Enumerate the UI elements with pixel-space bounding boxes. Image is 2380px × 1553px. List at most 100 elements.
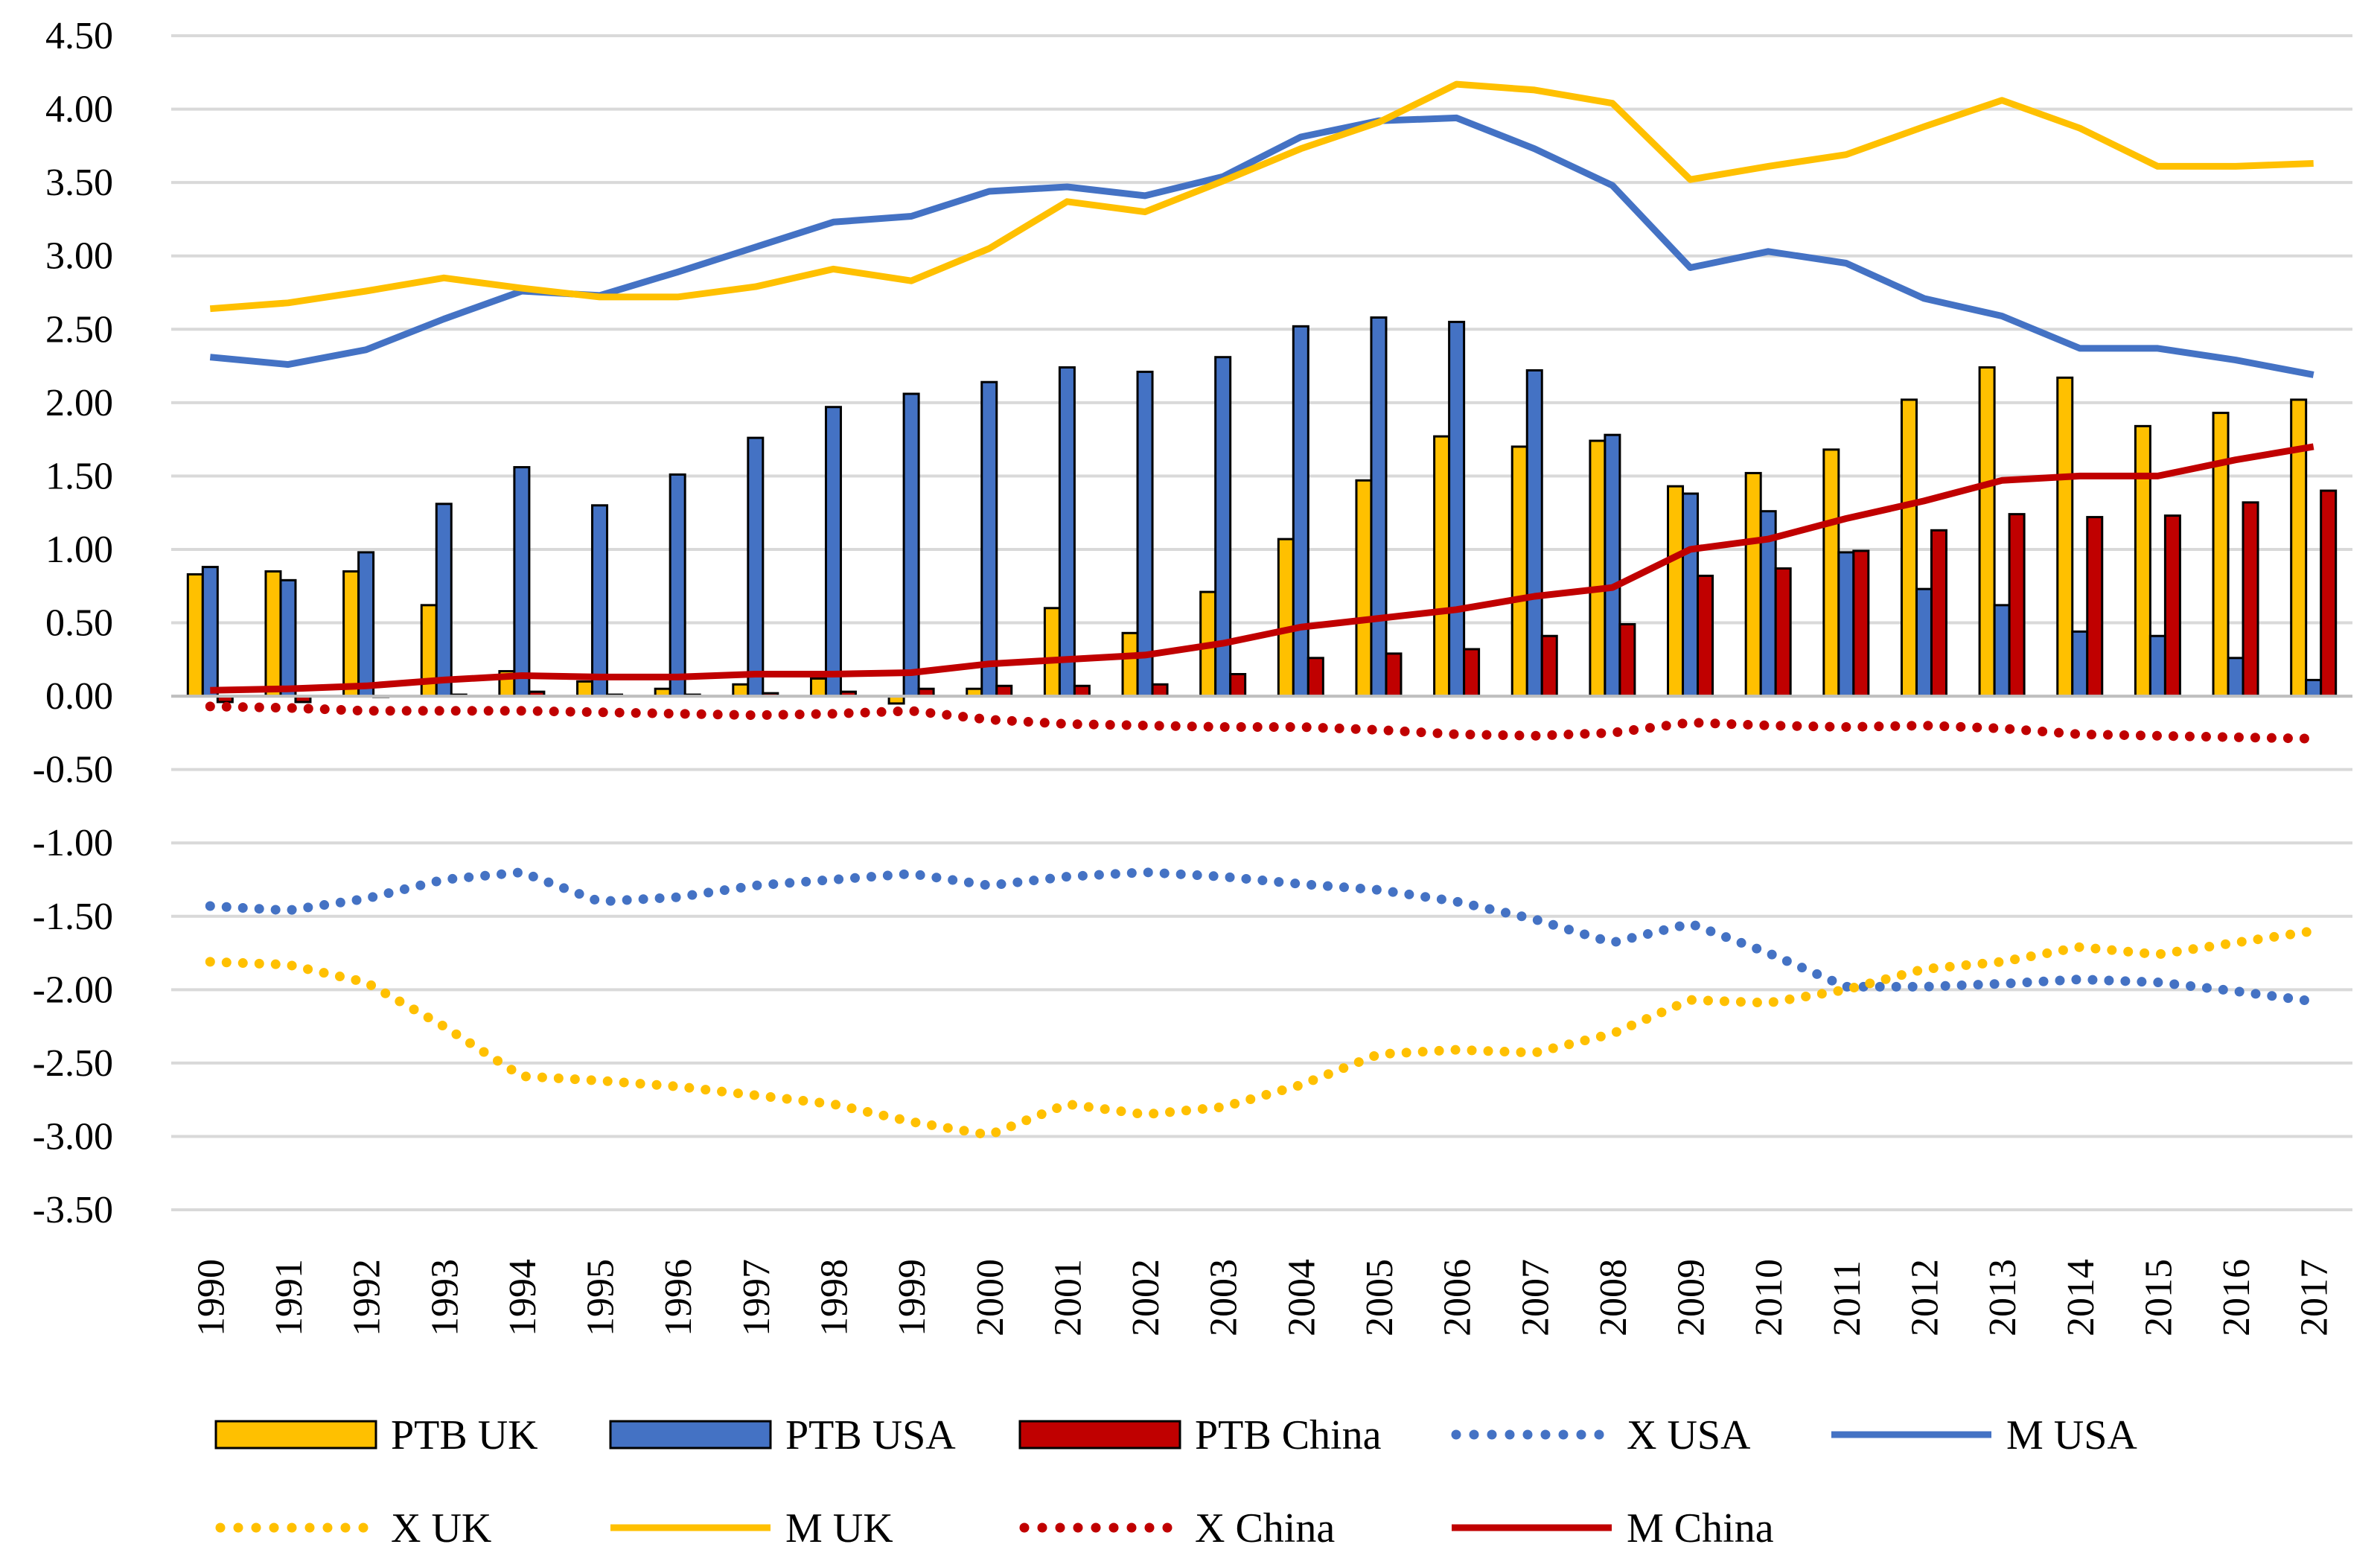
x-tick-label: 2012 (1904, 1259, 1946, 1336)
x-tick-label: 2003 (1203, 1259, 1245, 1336)
x-tick-label: 1995 (580, 1259, 622, 1336)
bar-ptb-china (1229, 672, 1247, 698)
x-tick-label: 2013 (1982, 1259, 2024, 1336)
bar-ptb-uk (1978, 366, 1996, 698)
bar-ptb-uk (2134, 424, 2151, 698)
bar-ptb-usa (591, 504, 609, 698)
x-tick-label: 2017 (2294, 1259, 2336, 1336)
bar-ptb-usa (1448, 320, 1466, 698)
grid-lines (171, 34, 2352, 1211)
y-tick-label: -3.00 (33, 1115, 113, 1158)
y-tick-label: 3.50 (45, 162, 113, 204)
x-tick-label: 1998 (813, 1259, 855, 1336)
legend-swatch (609, 1420, 772, 1450)
line-m-usa (209, 114, 2314, 378)
x-tick-label: 2010 (1748, 1259, 1790, 1336)
x-tick-label: 2000 (969, 1259, 1012, 1336)
bar-ptb-china (2163, 514, 2181, 698)
bar-ptb-china (995, 684, 1013, 698)
bar-ptb-usa (1837, 551, 1855, 698)
bar-ptb-usa (1993, 604, 2011, 698)
bar-ptb-usa (1682, 492, 1700, 698)
bar-ptb-uk (1043, 607, 1061, 698)
x-tick-label: 2001 (1047, 1259, 1089, 1336)
x-tick-label: 2007 (1514, 1259, 1557, 1336)
x-tick-label: 1993 (424, 1259, 466, 1336)
bars (186, 316, 2338, 705)
x-tick-label: 2016 (2215, 1259, 2258, 1336)
legend-label: X China (1195, 1505, 1335, 1552)
x-tick-label: 1994 (502, 1259, 544, 1336)
bar-ptb-usa (669, 473, 686, 698)
bar-ptb-uk (1277, 538, 1295, 698)
x-tick-label: 1999 (891, 1259, 934, 1336)
line-x-china (205, 701, 2319, 744)
bar-ptb-usa (1604, 433, 1621, 698)
legend-item: PTB China (1018, 1412, 1382, 1458)
legend-item: M China (1452, 1505, 1774, 1552)
legend-swatch (1018, 1420, 1181, 1450)
bar-ptb-usa (1292, 325, 1309, 698)
bar-ptb-uk (1667, 485, 1685, 698)
y-tick-label: 0.00 (45, 675, 113, 718)
legend-label: PTB China (1195, 1412, 1382, 1458)
bar-ptb-china (2008, 513, 2026, 698)
legend-item: M USA (1831, 1412, 2137, 1458)
bar-ptb-china (2242, 501, 2259, 698)
legend-item: X China (1019, 1505, 1335, 1552)
bar-ptb-china (1385, 652, 1403, 698)
bar-ptb-uk (809, 677, 827, 698)
legend-label: PTB USA (785, 1412, 956, 1458)
bar-ptb-uk (1822, 448, 1840, 698)
legend-swatch (214, 1420, 377, 1450)
bar-ptb-china (2320, 489, 2338, 698)
bar-ptb-usa (1915, 587, 1933, 698)
y-tick-label: 1.50 (45, 455, 113, 497)
bar-ptb-china (1618, 622, 1636, 698)
y-axis-ticks: 4.50 4.00 3.50 3.00 2.50 2.00 1.50 1.00 0.50 0.00… (33, 15, 113, 1231)
x-tick-label: 1996 (657, 1259, 700, 1336)
bar-ptb-uk (576, 680, 594, 698)
bar-ptb-china (1774, 567, 1792, 698)
bar-ptb-uk (2290, 398, 2308, 698)
bar-ptb-usa (824, 406, 842, 698)
bar-ptb-usa (980, 380, 998, 698)
y-tick-label: 4.00 (45, 89, 113, 131)
y-tick-label: 2.50 (45, 308, 113, 351)
bar-ptb-usa (2227, 657, 2245, 698)
legend-label: PTB UK (391, 1412, 538, 1458)
bar-ptb-china (1151, 683, 1169, 698)
bar-ptb-uk (1510, 445, 1528, 698)
bar-ptb-uk (2056, 376, 2074, 698)
line-x-usa (205, 867, 2319, 1007)
y-tick-label: 1.00 (45, 529, 113, 571)
bar-ptb-usa (513, 466, 531, 698)
legend-label: X USA (1627, 1412, 1751, 1458)
bar-ptb-usa (902, 392, 920, 698)
bar-ptb-usa (2148, 634, 2166, 698)
legend-item: X UK (215, 1505, 491, 1552)
bar-ptb-uk (1900, 398, 1918, 698)
y-tick-label: 0.50 (45, 602, 113, 645)
bar-ptb-china (1307, 657, 1324, 698)
bar-ptb-uk (1433, 435, 1451, 698)
bar-ptb-usa (435, 503, 453, 698)
series-lines (205, 80, 2319, 1140)
bar-ptb-uk (1121, 631, 1139, 698)
bar-ptb-usa (2071, 630, 2089, 698)
y-tick-label: -2.00 (33, 969, 113, 1011)
y-tick-label: 2.00 (45, 382, 113, 424)
bar-ptb-usa (1136, 370, 1154, 698)
legend-label: M UK (785, 1505, 893, 1552)
bar-ptb-china (2086, 516, 2104, 698)
x-tick-label: 2015 (2137, 1259, 2180, 1336)
legend-label: M China (1627, 1505, 1774, 1552)
bar-ptb-china (1697, 574, 1714, 698)
legend: PTB UK PTB USA PTB China X USA M USA X UK M UK… (214, 1412, 2137, 1552)
x-tick-label: 2009 (1671, 1259, 1713, 1336)
x-tick-label: 1997 (736, 1259, 778, 1336)
x-tick-label: 2014 (2060, 1259, 2102, 1336)
bar-ptb-uk (732, 683, 750, 698)
bar-ptb-china (1852, 549, 1870, 698)
